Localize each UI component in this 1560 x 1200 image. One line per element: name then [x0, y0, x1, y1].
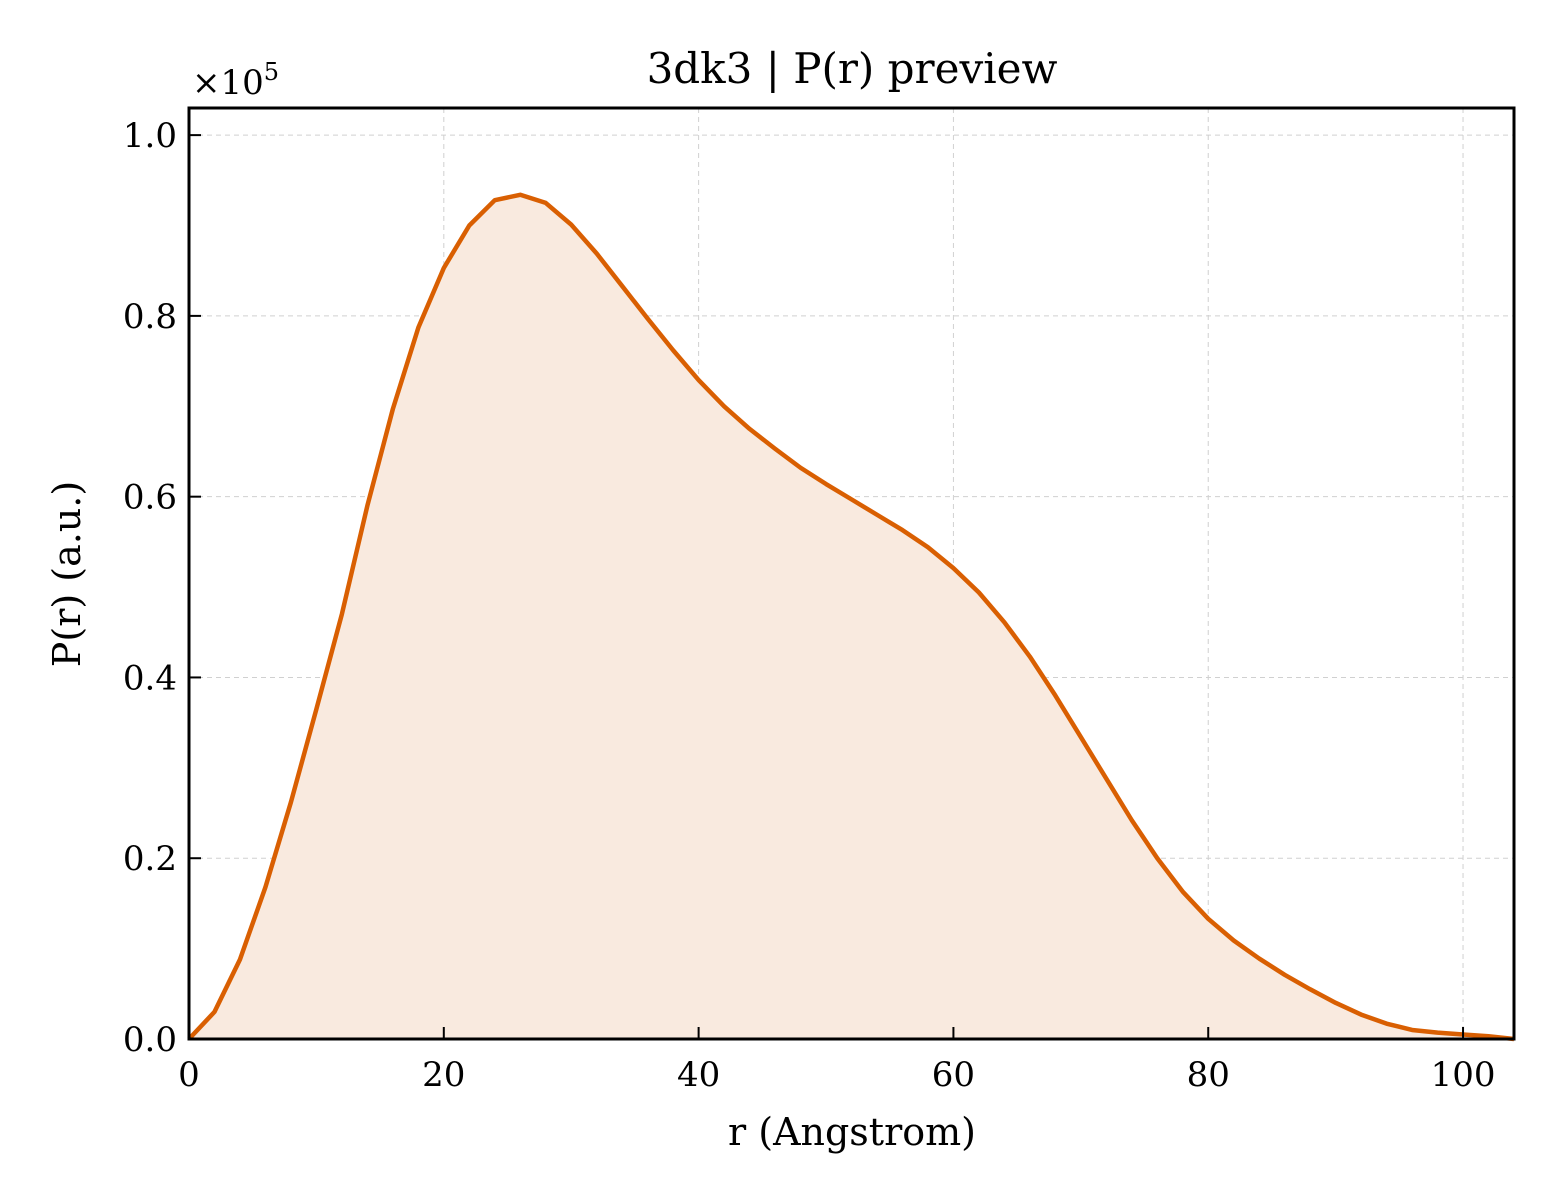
y-tick-label: 0.2 [123, 839, 177, 879]
x-tick-label: 80 [1187, 1055, 1230, 1095]
y-tick-label: 0.0 [123, 1020, 177, 1060]
plot-frame [187, 106, 1516, 1041]
tick-labels: 0 20 40 60 80 100 0.0 0.2 0.4 0.6 0.8 1.0 [123, 116, 1496, 1095]
x-tick-label: 60 [932, 1055, 975, 1095]
y-axis-label: P(r) (a.u.) [45, 481, 89, 667]
data-layer [187, 192, 1515, 1042]
chart-title: 3dk3 | P(r) preview [647, 44, 1058, 93]
x-tick-label: 40 [677, 1055, 720, 1095]
pr-area-fill [189, 194, 1514, 1039]
y-offset-label: ×105 [192, 58, 279, 103]
y-tick-label: 0.6 [123, 478, 177, 518]
axes [187, 106, 1516, 1041]
x-tick-label: 20 [422, 1055, 465, 1095]
x-tick-label: 100 [1431, 1055, 1496, 1095]
tick-marks [188, 134, 1465, 1040]
y-tick-label: 0.4 [123, 658, 177, 698]
x-tick-label: 0 [178, 1055, 200, 1095]
pr-series-line [187, 192, 1515, 1042]
y-tick-label: 1.0 [123, 116, 177, 156]
y-tick-label: 0.8 [123, 297, 177, 337]
x-axis-label: r (Angstrom) [728, 1110, 976, 1154]
